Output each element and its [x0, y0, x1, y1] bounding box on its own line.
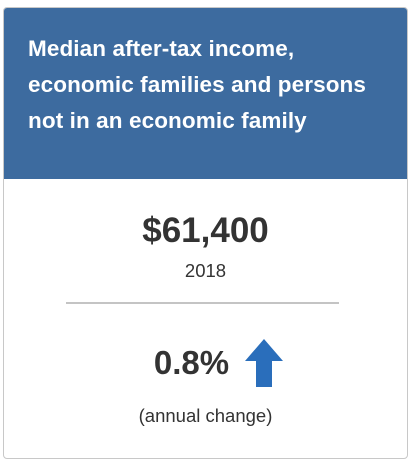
- indicator-value: $61,400: [142, 211, 269, 250]
- arrow-up-icon: [245, 339, 284, 387]
- divider: [66, 302, 339, 304]
- reference-year: 2018: [184, 260, 227, 281]
- annual-change-row: 0.8%: [4, 335, 407, 391]
- annual-change-label: (annual change): [138, 405, 273, 426]
- annual-change-value: 0.8%: [153, 344, 230, 381]
- income-indicator-card: Median after-tax income, economic famili…: [3, 7, 408, 459]
- card-header: Median after-tax income, economic famili…: [4, 8, 407, 179]
- card-title: Median after-tax income, economic famili…: [28, 36, 367, 133]
